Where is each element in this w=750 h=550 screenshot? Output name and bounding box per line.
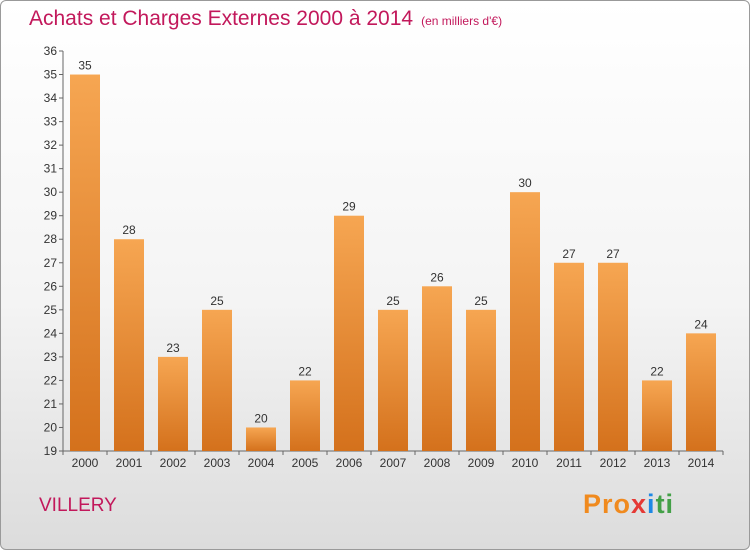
x-tick-label: 2010 [512,456,539,470]
y-tick-label: 20 [44,420,58,434]
logo-part-2: x [631,489,648,519]
x-tick-label: 2009 [468,456,495,470]
y-tick-label: 28 [44,232,58,246]
logo-part-4: ti [655,489,675,519]
bar-value-label: 27 [562,247,576,261]
x-tick-label: 2008 [424,456,451,470]
x-tick-label: 2014 [688,456,715,470]
bar [334,215,364,451]
y-tick-label: 27 [44,256,58,270]
x-tick-label: 2013 [644,456,671,470]
bar [510,192,540,452]
bar [422,286,452,451]
bar [686,333,716,451]
chart-unit: (en milliers d'€) [421,14,503,28]
x-tick-label: 2006 [336,456,363,470]
x-tick-label: 2004 [248,456,275,470]
bar-value-label: 22 [650,364,664,378]
bar-value-label: 23 [166,341,180,355]
bar-value-label: 27 [606,247,620,261]
bar [598,262,628,451]
x-tick-label: 2012 [600,456,627,470]
x-tick-label: 2011 [556,456,582,470]
y-tick-label: 32 [44,138,58,152]
x-tick-label: 2002 [160,456,187,470]
bar-value-label: 20 [254,411,268,425]
y-tick-label: 33 [44,115,58,129]
proxiti-logo: Proxiti [583,489,674,520]
bar-value-label: 22 [298,364,312,378]
bar-value-label: 29 [342,200,356,214]
y-tick-label: 36 [44,44,58,58]
logo-part-1: Pro [583,489,632,519]
y-tick-label: 35 [44,68,58,82]
y-tick-label: 21 [44,397,58,411]
bar-value-label: 35 [78,59,92,73]
bar [642,380,672,451]
bar [466,309,496,451]
bar [70,74,100,451]
bars: 35 28 23 25 20 22 29 25 26 25 30 27 27 22 24 [70,59,716,452]
x-tick-label: 2001 [116,456,143,470]
bar [554,262,584,451]
bar-value-label: 25 [210,294,224,308]
bar [246,427,276,451]
bar-value-label: 24 [694,317,708,331]
y-tick-label: 31 [44,162,58,176]
x-tick-label: 2007 [380,456,407,470]
y-tick-label: 22 [44,373,58,387]
x-axis: 2000 2001 2002 2003 2004 2005 2006 2007 2008 2009… [62,450,724,470]
bar-value-label: 25 [474,294,488,308]
y-tick-label: 19 [44,444,58,458]
y-tick-label: 25 [44,303,58,317]
bar-value-label: 30 [518,176,532,190]
bar [158,356,188,451]
y-axis: 19 20 21 22 23 24 25 26 27 28 29 30 31 32 33 34 35 36 [44,44,64,458]
chart-title: Achats et Charges Externes 2000 à 2014 (e… [29,7,502,31]
y-tick-label: 34 [44,91,58,105]
commune-name: VILLERY [39,495,117,516]
y-tick-label: 23 [44,350,58,364]
y-tick-label: 30 [44,185,58,199]
y-tick-label: 26 [44,279,58,293]
bar [290,380,320,451]
logo-part-3: i [647,489,656,519]
x-tick-label: 2005 [292,456,319,470]
bar [114,239,144,451]
chart-title-text: Achats et Charges Externes 2000 à 2014 [29,7,414,30]
x-tick-label: 2000 [72,456,99,470]
bar [202,309,232,451]
bar [378,309,408,451]
bar-value-label: 26 [430,270,444,284]
y-tick-label: 29 [44,209,58,223]
x-tick-label: 2003 [204,456,231,470]
bar-value-label: 25 [386,294,400,308]
y-tick-label: 24 [44,326,58,340]
bar-value-label: 28 [122,223,136,237]
